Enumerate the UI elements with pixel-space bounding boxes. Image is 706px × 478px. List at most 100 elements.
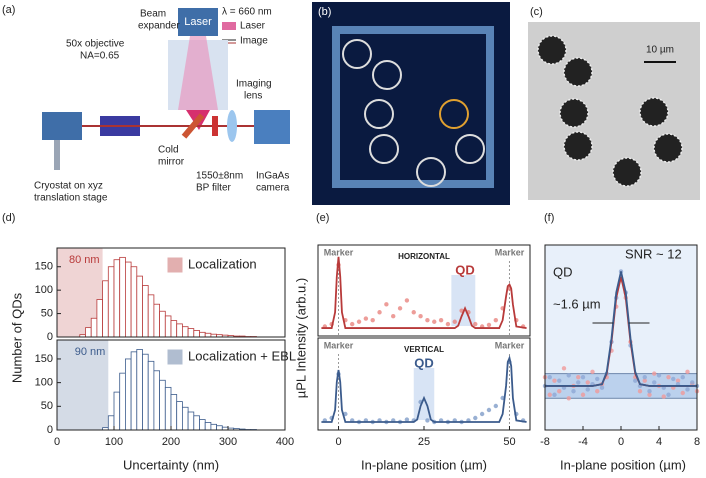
panel-label: (e) <box>316 212 329 224</box>
x-tick-label: 50 <box>503 436 515 448</box>
legend-label: Localization <box>188 256 257 271</box>
laser-label: Laser <box>184 16 212 28</box>
x-tick-label: 25 <box>418 436 430 448</box>
qd-circle <box>369 134 399 164</box>
data-point <box>391 314 396 319</box>
bar <box>142 353 149 431</box>
data-point <box>576 374 581 380</box>
data-point <box>425 418 430 423</box>
bar <box>107 266 115 338</box>
setup-text: mirror <box>158 157 185 168</box>
scale-bar-label: 10 µm <box>646 45 674 56</box>
bar <box>147 294 155 338</box>
bullseye <box>563 131 593 161</box>
x-tick-label: 0 <box>618 436 624 448</box>
legend-text: Image <box>240 36 268 47</box>
data-point <box>675 378 681 383</box>
panel-label: (c) <box>530 6 543 18</box>
x-tick-label: -4 <box>578 436 588 448</box>
y-tick-label: 100 <box>35 377 53 389</box>
data-point <box>566 373 571 378</box>
x-tick-label: 8 <box>694 436 700 448</box>
panel-label: (d) <box>2 212 15 224</box>
bar <box>142 285 149 338</box>
setup-text: NA=0.65 <box>80 51 120 62</box>
bar <box>153 303 160 338</box>
bar <box>130 266 138 338</box>
bar <box>181 326 189 338</box>
imaging-lens <box>227 110 237 142</box>
qd-circle <box>455 134 485 164</box>
laser-beam <box>178 36 218 110</box>
data-point <box>680 374 685 380</box>
bar <box>181 406 189 431</box>
x-tick-label: 400 <box>276 436 294 448</box>
data-point <box>666 392 671 397</box>
cryostat <box>54 140 60 170</box>
bar <box>130 351 138 431</box>
setup-text: Beam <box>140 9 166 20</box>
bar <box>199 419 206 431</box>
data-point <box>685 387 690 392</box>
fit-line <box>545 271 697 387</box>
data-point <box>404 417 410 422</box>
bar <box>85 327 92 338</box>
data-point <box>557 389 562 394</box>
bullseye <box>563 57 593 87</box>
x-tick-label: 200 <box>162 436 180 448</box>
subplot-title: VERTICAL <box>404 345 444 354</box>
bar <box>147 360 155 431</box>
data-point <box>647 389 652 394</box>
data-point <box>356 319 362 324</box>
marker-label: Marker <box>324 247 354 257</box>
bar <box>170 320 178 338</box>
bar <box>193 330 200 338</box>
shade-region <box>57 340 109 430</box>
camera <box>254 110 290 144</box>
bar <box>96 299 104 338</box>
bar <box>113 259 121 338</box>
laser-box <box>178 8 218 36</box>
data-point <box>411 310 416 315</box>
data-point <box>652 371 657 376</box>
qd-circle <box>439 99 469 129</box>
bullseye <box>559 98 589 128</box>
panel-label: (f) <box>544 212 554 224</box>
x-axis-label: In-plane position (µm) <box>361 457 487 472</box>
data-point <box>666 374 671 380</box>
data-point <box>557 378 562 383</box>
data-point <box>547 392 552 397</box>
bar <box>187 328 195 338</box>
qd-label: QD <box>455 262 475 277</box>
bar <box>204 422 212 431</box>
data-point <box>580 392 586 397</box>
panel-label: (b) <box>318 6 331 18</box>
data-point <box>552 392 557 397</box>
bar <box>102 280 109 338</box>
data-point <box>479 411 485 417</box>
bullseye <box>653 133 683 163</box>
data-point <box>590 369 595 375</box>
setup-text: Imaging <box>236 79 272 90</box>
data-point <box>452 319 457 324</box>
pl-image-panel: (b) <box>312 2 510 205</box>
qd-circle <box>416 157 446 187</box>
data-point <box>595 389 600 394</box>
annotation: SNR ~ 12 <box>625 246 682 261</box>
data-point <box>680 390 685 396</box>
setup-text: InGaAs <box>256 171 289 182</box>
data-point <box>585 380 590 385</box>
qd-shade <box>413 368 435 420</box>
bullseye <box>537 35 567 65</box>
marker-label: Marker <box>495 340 525 350</box>
bar <box>153 370 160 431</box>
setup-text: translation stage <box>34 193 108 204</box>
data-point <box>671 376 676 382</box>
bar <box>164 315 172 338</box>
setup-text: Cold <box>158 145 179 156</box>
y-axis-label: µPL Intensity (arb.u.) <box>293 278 308 398</box>
qd-shade <box>451 275 476 326</box>
setup-text: BP filter <box>196 183 231 194</box>
data-point <box>585 387 590 392</box>
